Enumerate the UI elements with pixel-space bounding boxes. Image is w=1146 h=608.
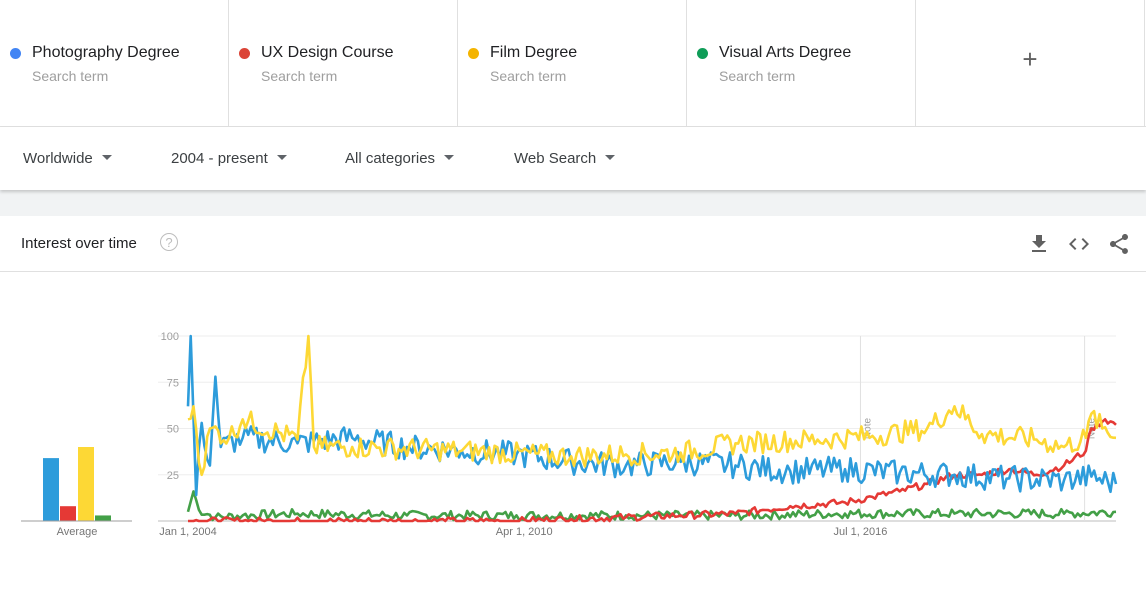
category-label: All categories — [345, 150, 436, 167]
x-tick-label: Apr 1, 2010 — [496, 526, 553, 538]
average-label: Average — [57, 526, 98, 538]
section-divider — [0, 190, 1146, 216]
search-term-1[interactable]: Photography Degree Search term — [0, 0, 229, 126]
y-tick-label: 25 — [167, 470, 179, 482]
search-term-2[interactable]: UX Design Course Search term — [229, 0, 458, 126]
series-line — [186, 334, 1118, 497]
card-header: Interest over time ? — [0, 216, 1146, 272]
region-dropdown[interactable]: Worldwide — [23, 150, 112, 167]
term-label: UX Design Course — [261, 44, 394, 61]
category-dropdown[interactable]: All categories — [345, 150, 455, 167]
search-type-label: Web Search — [514, 150, 597, 167]
chevron-down-icon — [276, 155, 287, 160]
series-line — [187, 334, 1117, 477]
y-axis-ticks: 100 75 50 25 — [161, 331, 179, 482]
y-tick-label: 75 — [167, 377, 179, 389]
series-lines — [186, 334, 1118, 523]
note-label: Note — [862, 418, 873, 440]
series-color-dot — [239, 48, 250, 59]
y-tick-label: 100 — [161, 331, 179, 343]
search-term-3[interactable]: Film Degree Search term — [458, 0, 687, 126]
x-tick-label: Jul 1, 2016 — [834, 526, 888, 538]
term-sublabel: Search term — [719, 68, 796, 84]
time-range-label: 2004 - present — [171, 150, 268, 167]
term-label: Visual Arts Degree — [719, 44, 852, 61]
download-icon[interactable] — [1027, 232, 1051, 256]
chevron-down-icon — [605, 155, 616, 160]
x-axis-ticks: Jan 1, 2004 Apr 1, 2010 Jul 1, 2016 — [159, 526, 887, 538]
search-term-4[interactable]: Visual Arts Degree Search term — [687, 0, 916, 126]
y-tick-label: 50 — [167, 424, 179, 436]
search-type-dropdown[interactable]: Web Search — [514, 150, 616, 167]
plus-icon: + — [1022, 44, 1038, 74]
term-label: Photography Degree — [32, 44, 180, 61]
search-terms-bar: Photography Degree Search term UX Design… — [0, 0, 1146, 127]
average-bar — [95, 515, 111, 521]
help-icon[interactable]: ? — [160, 233, 178, 251]
average-bar — [78, 447, 94, 521]
term-label: Film Degree — [490, 44, 578, 61]
series-color-dot — [468, 48, 479, 59]
average-bars — [43, 447, 111, 521]
card-title: Interest over time — [21, 235, 137, 252]
x-tick-label: Jan 1, 2004 — [159, 526, 217, 538]
time-range-dropdown[interactable]: 2004 - present — [171, 150, 287, 167]
series-color-dot — [697, 48, 708, 59]
filter-bar: Worldwide 2004 - present All categories … — [0, 127, 1146, 190]
series-color-dot — [10, 48, 21, 59]
average-bar — [43, 458, 59, 521]
average-bar — [60, 506, 76, 521]
chevron-down-icon — [101, 155, 112, 160]
add-comparison-button[interactable]: + — [916, 0, 1145, 126]
embed-icon[interactable] — [1067, 232, 1091, 256]
chevron-down-icon — [444, 155, 455, 160]
interest-chart: Average 100 75 50 25 Jan 1, 2004 Apr 1, 2010… — [21, 331, 1118, 538]
term-sublabel: Search term — [32, 68, 109, 84]
share-icon[interactable] — [1107, 232, 1131, 256]
term-sublabel: Search term — [490, 68, 567, 84]
term-sublabel: Search term — [261, 68, 338, 84]
region-label: Worldwide — [23, 150, 93, 167]
interest-over-time-card: Interest over time ? Average 100 75 50 25 J… — [0, 216, 1146, 608]
